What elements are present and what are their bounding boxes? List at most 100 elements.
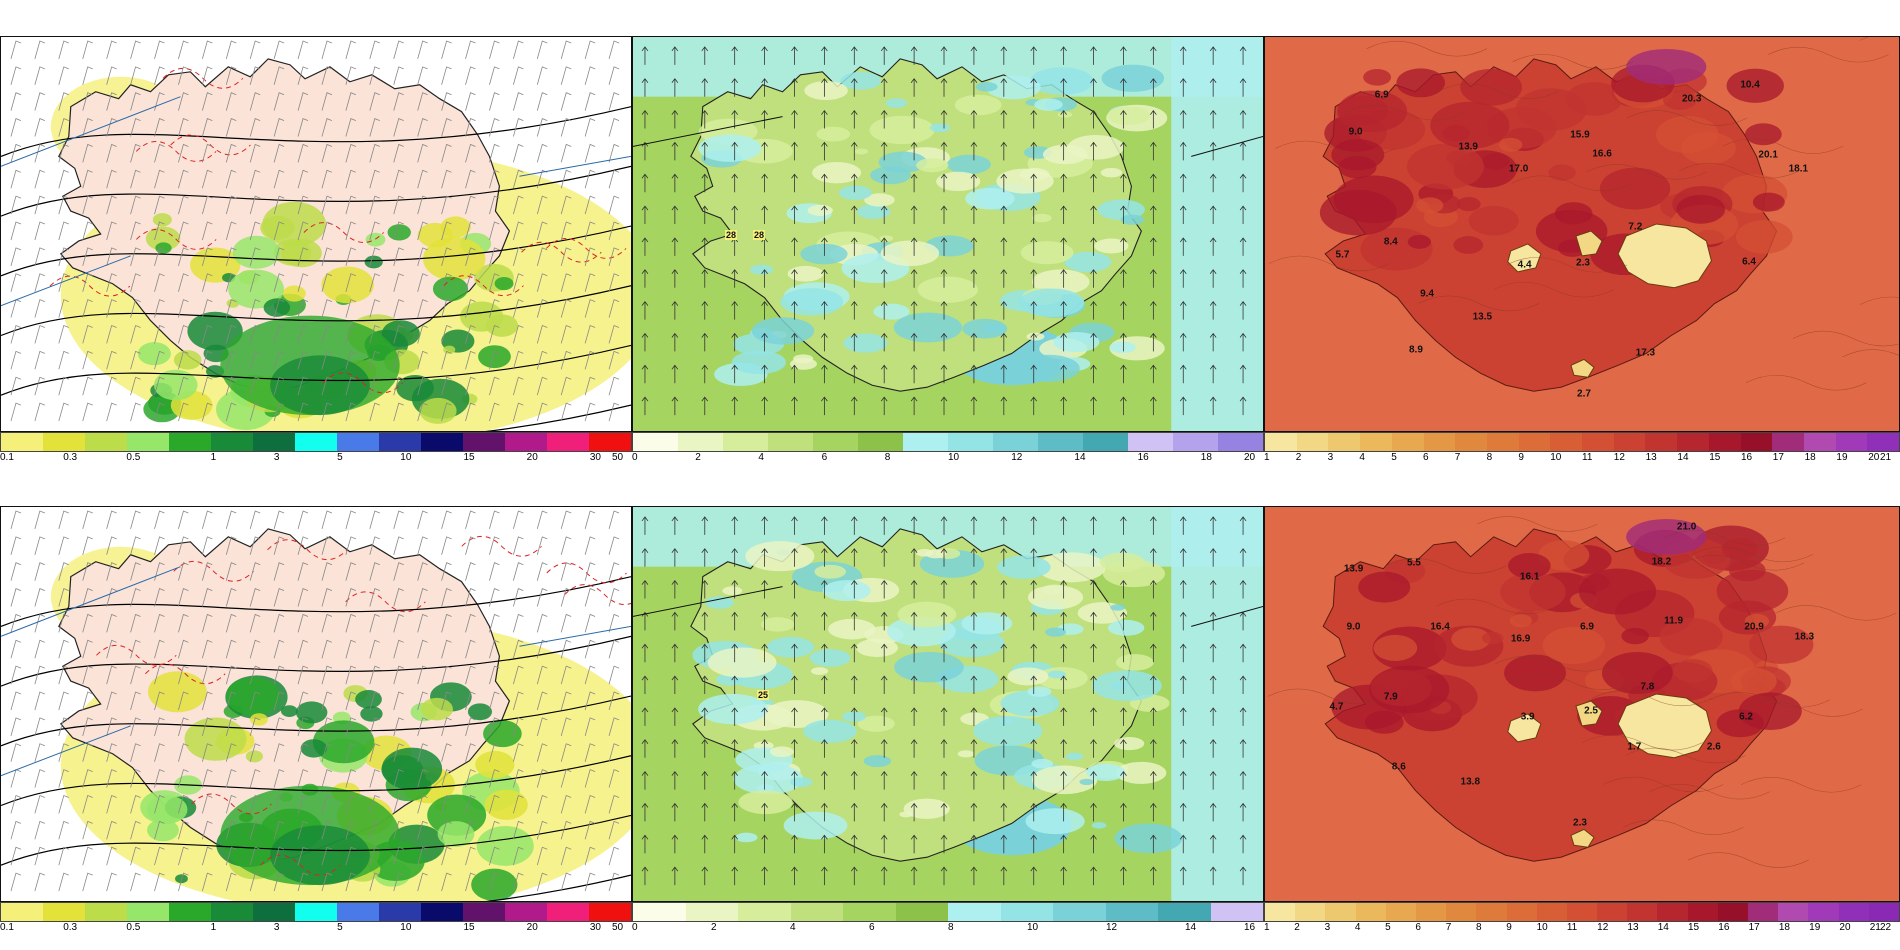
forecast-panel-temp: 6.9 20.3 10.4 9.0 15.9 13.9 17.0 16.6 20.1 18.1 7.… [1264, 14, 1900, 470]
colorbar-swatch [1717, 903, 1748, 921]
colorbar-swatch [169, 903, 211, 921]
colorbar-swatch [723, 433, 768, 451]
temp-value-label: 18.1 [1788, 163, 1809, 175]
colorbar-tick-label: 8 [948, 922, 954, 933]
colorbar-swatch [127, 433, 169, 451]
colorbar-tick-label: 0.1 [0, 922, 14, 933]
colorbar-swatch [1128, 433, 1173, 451]
colorbar-swatch [589, 433, 631, 451]
colorbar-tick-label: 10 [400, 922, 412, 933]
temp-value-label: 4.4 [1517, 259, 1532, 271]
colorbar-tick-label: 12 [1597, 922, 1609, 933]
temp-value-label: 2.3 [1576, 257, 1590, 269]
colorbar-swatch [1550, 433, 1583, 451]
colorbar-swatch [589, 903, 631, 921]
colorbar-swatch [547, 903, 589, 921]
temp-value-label: 13.9 [1343, 563, 1364, 575]
colorbar-tick-label: 30 [589, 922, 601, 933]
temp-value-label: 18.2 [1651, 556, 1672, 568]
colorbar-swatch [993, 433, 1038, 451]
colorbar-swatch [211, 433, 253, 451]
colorbar-tick-label: 16 [1137, 452, 1149, 463]
temp-value-label: 7.2 [1628, 221, 1643, 233]
colorbar-swatch [1597, 903, 1628, 921]
colorbar-tick-label: 11 [1582, 452, 1593, 463]
temp-value-label: 1.7 [1627, 741, 1642, 753]
temp-value-label: 20.1 [1758, 149, 1778, 161]
map-canvas [1265, 507, 1899, 901]
colorbar-swatch [1446, 903, 1477, 921]
colorbar-swatch [1627, 903, 1658, 921]
colorbar-tick-label: 15 [463, 922, 475, 933]
colorbar [1264, 432, 1900, 452]
colorbar-tick-label: 2 [1294, 922, 1300, 933]
colorbar-swatch [678, 433, 723, 451]
colorbar-swatch [738, 903, 791, 921]
colorbar-tick-label: 0.5 [126, 452, 141, 463]
colorbar-tick-label: 1 [1264, 922, 1270, 933]
colorbar-swatch [1265, 433, 1297, 451]
colorbar-swatch [421, 903, 463, 921]
temp-value-label: 3.9 [1520, 711, 1535, 723]
colorbar-tick-label: 6 [821, 452, 828, 463]
map-area: 6.9 20.3 10.4 9.0 15.9 13.9 17.0 16.6 20.1 18.1 7.… [1264, 36, 1900, 432]
colorbar-tick-label: 5 [1385, 922, 1391, 933]
colorbar-swatch [1687, 903, 1718, 921]
colorbar-swatch [1385, 903, 1416, 921]
colorbar-tick-label: 6 [869, 922, 875, 933]
temp-value-label: 9.4 [1420, 288, 1434, 300]
colorbar-tick-label: 22 [1880, 922, 1892, 933]
colorbar-tick-label: 10 [1027, 922, 1039, 933]
temp-value-label: 16.9 [1510, 633, 1531, 645]
colorbar-swatch [1740, 433, 1773, 451]
colorbar-swatch [463, 433, 505, 451]
colorbar-tick-label: 2 [1295, 452, 1302, 463]
colorbar-swatch [1296, 433, 1329, 451]
colorbar-tick-label: 16 [1244, 922, 1256, 933]
colorbar-tick-label: 20 [1244, 452, 1256, 463]
temp-value-label: 9.0 [1348, 126, 1363, 138]
temp-value-label: 8.4 [1383, 236, 1398, 248]
colorbar-tick-label: 15 [1688, 922, 1700, 933]
colorbar-tick-label: 16 [1741, 452, 1753, 463]
colorbar-tick-label: 20 [1839, 922, 1851, 933]
colorbar-tick-label: 18 [1778, 922, 1790, 933]
temp-value-label: 6.4 [1742, 256, 1756, 268]
colorbar-swatch [1038, 433, 1083, 451]
colorbar-tick-label: 8 [1476, 922, 1482, 933]
temp-value-label: 6.2 [1739, 711, 1753, 723]
colorbar-swatch [253, 433, 295, 451]
panel-header [0, 484, 632, 504]
colorbar-ticks: 0 2 4 6 8 10 12 14 16 18 20 [632, 452, 1264, 466]
colorbar-swatch [1835, 433, 1868, 451]
colorbar-tick-label: 2 [695, 452, 701, 463]
colorbar-swatch [1, 903, 43, 921]
panel-header [632, 484, 1264, 504]
colorbar-tick-label: 10 [400, 452, 412, 463]
colorbar-tick-label: 7 [1454, 452, 1461, 463]
colorbar-swatch [1210, 903, 1263, 921]
temp-value-label: 8.6 [1391, 761, 1406, 773]
colorbar-tick-label: 9 [1518, 452, 1524, 463]
colorbar [0, 432, 632, 452]
colorbar-tick-label: 10 [948, 452, 960, 463]
colorbar-swatch [1325, 903, 1356, 921]
colorbar-tick-label: 14 [1074, 452, 1086, 463]
colorbar-swatch [253, 903, 295, 921]
colorbar-swatch [1355, 903, 1386, 921]
colorbar-swatch [1423, 433, 1456, 451]
colorbar-swatch [85, 903, 127, 921]
colorbar-swatch [295, 433, 337, 451]
colorbar-swatch [43, 433, 85, 451]
colorbar [632, 432, 1264, 452]
colorbar-swatch [1772, 433, 1804, 451]
colorbar-tick-label: 9 [1506, 922, 1512, 933]
colorbar-tick-label: 12 [1011, 452, 1023, 463]
colorbar-swatch [337, 433, 379, 451]
colorbar-tick-label: 5 [337, 922, 343, 933]
colorbar-swatch [948, 903, 1001, 921]
temp-value-label: 2.7 [1577, 388, 1591, 400]
colorbar-tick-label: 0.3 [63, 922, 78, 933]
colorbar-tick-label: 14 [1185, 922, 1197, 933]
colorbar-tick-label: 10 [1550, 452, 1562, 463]
